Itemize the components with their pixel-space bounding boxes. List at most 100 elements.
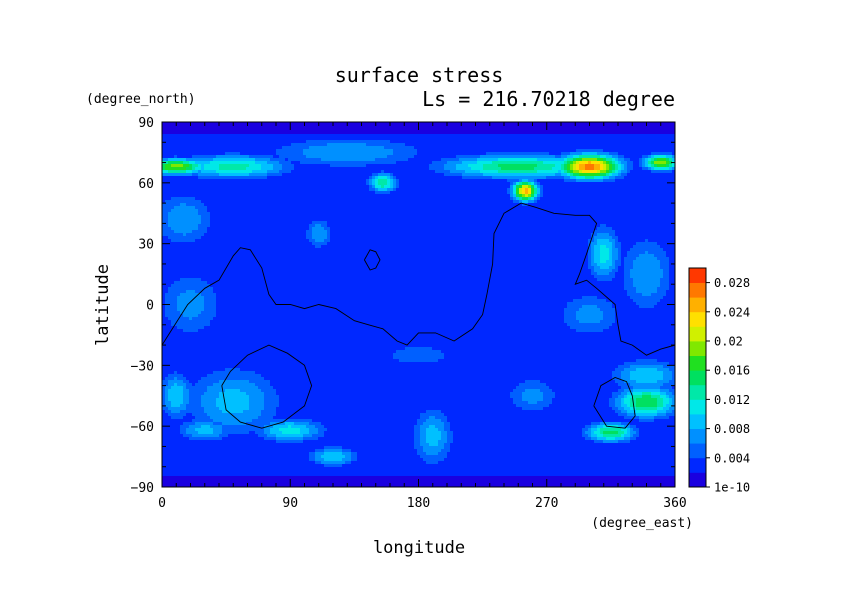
heatmap-cell	[504, 143, 508, 147]
heatmap-cell	[249, 125, 253, 129]
heatmap-cell	[237, 179, 241, 183]
heatmap-cell	[240, 125, 244, 129]
heatmap-cell	[390, 137, 394, 141]
heatmap-cell	[324, 137, 328, 141]
heatmap-cell	[330, 152, 334, 156]
heatmap-cell	[576, 134, 580, 138]
heatmap-cell	[498, 122, 502, 126]
heatmap-cell	[237, 170, 241, 174]
heatmap-cell	[576, 182, 580, 186]
heatmap-cell	[246, 206, 250, 210]
heatmap-cell	[333, 143, 337, 147]
heatmap-cell	[321, 170, 325, 174]
heatmap-cell	[309, 152, 313, 156]
heatmap-cell	[285, 158, 289, 162]
heatmap-cell	[345, 197, 349, 201]
heatmap-cell	[378, 164, 382, 168]
heatmap-cell	[183, 164, 187, 168]
heatmap-cell	[579, 128, 583, 132]
heatmap-cell	[516, 194, 520, 198]
heatmap-cell	[372, 140, 376, 144]
heatmap-cell	[486, 167, 490, 171]
heatmap-cell	[594, 137, 598, 141]
heatmap-cell	[336, 167, 340, 171]
heatmap-cell	[348, 197, 352, 201]
heatmap-cell	[324, 140, 328, 144]
heatmap-cell	[564, 137, 568, 141]
heatmap-cell	[624, 167, 628, 171]
heatmap-cell	[522, 182, 526, 186]
heatmap-cell	[405, 200, 409, 204]
heatmap-cell	[357, 158, 361, 162]
heatmap-cell	[243, 167, 247, 171]
heatmap-cell	[417, 197, 421, 201]
heatmap-cell	[201, 188, 205, 192]
heatmap-cell	[498, 140, 502, 144]
heatmap-cell	[450, 137, 454, 141]
heatmap-cell	[504, 167, 508, 171]
heatmap-cell	[354, 188, 358, 192]
heatmap-cell	[342, 134, 346, 138]
heatmap-cell	[387, 155, 391, 159]
heatmap-cell	[210, 179, 214, 183]
heatmap-cell	[561, 140, 565, 144]
heatmap-cell	[525, 164, 529, 168]
heatmap-cell	[372, 182, 376, 186]
heatmap-cell	[306, 125, 310, 129]
heatmap-cell	[171, 131, 175, 135]
heatmap-cell	[495, 158, 499, 162]
heatmap-cell	[603, 170, 607, 174]
heatmap-cell	[267, 188, 271, 192]
heatmap-cell	[444, 164, 448, 168]
heatmap-cell	[660, 167, 664, 171]
heatmap-cell	[396, 176, 400, 180]
heatmap-cell	[219, 191, 223, 195]
heatmap-cell	[525, 140, 529, 144]
heatmap-cell	[672, 149, 675, 153]
heatmap-cell	[453, 176, 457, 180]
heatmap-cell	[645, 203, 649, 207]
heatmap-cell	[411, 197, 415, 201]
heatmap-cell	[459, 179, 463, 183]
heatmap-cell	[225, 206, 229, 210]
heatmap-cell	[423, 176, 427, 180]
heatmap-cell	[402, 203, 406, 207]
heatmap-cell	[492, 194, 496, 198]
heatmap-cell	[231, 209, 235, 213]
heatmap-cell	[375, 194, 379, 198]
heatmap-cell	[576, 137, 580, 141]
heatmap-cell	[648, 155, 652, 159]
heatmap-cell	[381, 128, 385, 132]
heatmap-cell	[534, 191, 538, 195]
heatmap-cell	[360, 191, 364, 195]
heatmap-cell	[222, 158, 226, 162]
heatmap-cell	[180, 170, 184, 174]
heatmap-cell	[585, 173, 589, 177]
heatmap-cell	[267, 140, 271, 144]
heatmap-cell	[177, 161, 181, 165]
heatmap-cell	[231, 137, 235, 141]
heatmap-cell	[486, 179, 490, 183]
heatmap-cell	[309, 158, 313, 162]
heatmap-cell	[231, 158, 235, 162]
heatmap-cell	[630, 176, 634, 180]
heatmap-cell	[576, 191, 580, 195]
heatmap-cell	[399, 191, 403, 195]
heatmap-cell	[498, 125, 502, 129]
heatmap-cell	[396, 125, 400, 129]
heatmap-cell	[399, 158, 403, 162]
heatmap-cell	[462, 176, 466, 180]
heatmap-cell	[495, 203, 499, 207]
heatmap-cell	[297, 134, 301, 138]
heatmap-cell	[234, 143, 238, 147]
heatmap-cell	[606, 125, 610, 129]
heatmap-cell	[576, 155, 580, 159]
heatmap-cell	[633, 167, 637, 171]
heatmap-cell	[222, 140, 226, 144]
heatmap-cell	[648, 194, 652, 198]
heatmap-cell	[237, 185, 241, 189]
heatmap-cell	[408, 140, 412, 144]
heatmap-cell	[456, 206, 460, 210]
heatmap-cell	[243, 209, 247, 213]
heatmap-cell	[519, 167, 523, 171]
